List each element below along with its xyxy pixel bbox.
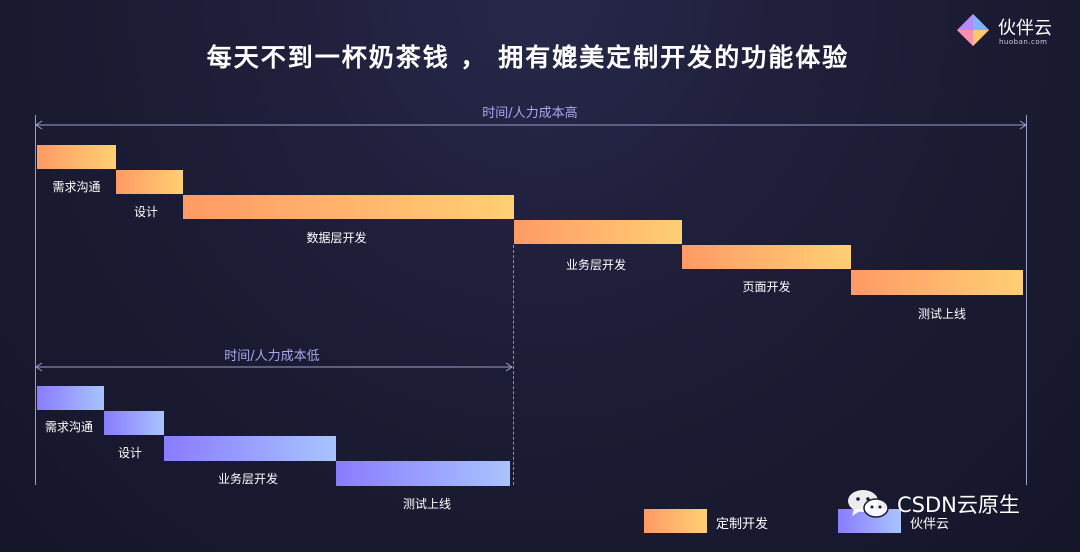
custom-label-business-layer: 业务层开发 — [565, 258, 626, 272]
custom-bar-business-layer — [514, 220, 682, 244]
custom-bar-data-layer — [183, 195, 514, 219]
custom-bar-design — [116, 170, 183, 194]
custom-bar-requirements — [37, 145, 116, 169]
huoban-bar-requirements — [37, 386, 104, 410]
page-title: 每天不到一杯奶茶钱 ， 拥有媲美定制开发的功能体验 — [206, 43, 850, 72]
bottom-range-arrow — [35, 362, 513, 372]
legend-label-custom: 定制开发 — [716, 517, 769, 532]
logo-name: 伙伴云 — [998, 18, 1052, 39]
legend-label-huoban: 伙伴云 — [910, 517, 950, 532]
custom-label-page-dev: 页面开发 — [742, 280, 791, 294]
huoban-label-design: 设计 — [117, 446, 142, 460]
divider-dashed-line — [513, 245, 514, 485]
logo-url: huoban.com — [999, 38, 1048, 46]
right-boundary-line — [1026, 115, 1027, 485]
huoban-bar-testing — [336, 461, 510, 486]
left-boundary-line — [35, 115, 36, 485]
custom-label-testing: 测试上线 — [917, 307, 966, 321]
huoban-label-business-layer: 业务层开发 — [217, 472, 278, 486]
top-range-arrow — [35, 120, 1027, 130]
wechat-icon — [848, 490, 889, 518]
huoban-label-testing: 测试上线 — [402, 497, 451, 511]
custom-label-design: 设计 — [133, 205, 158, 219]
custom-label-requirements: 需求沟通 — [52, 180, 101, 194]
custom-bar-page-dev — [682, 245, 851, 269]
huoban-bar-business-layer — [164, 436, 336, 461]
logo-icon — [957, 14, 989, 46]
custom-label-data-layer: 数据层开发 — [306, 231, 367, 245]
bottom-range-label: 时间/人力成本低 — [224, 349, 320, 364]
top-range-label: 时间/人力成本高 — [482, 106, 578, 121]
legend-swatch-custom — [644, 509, 707, 533]
watermark-text: CSDN云原生 — [897, 493, 1020, 517]
custom-bar-testing — [851, 270, 1023, 295]
huoban-label-requirements: 需求沟通 — [44, 420, 93, 434]
huoban-bar-design — [104, 411, 164, 435]
